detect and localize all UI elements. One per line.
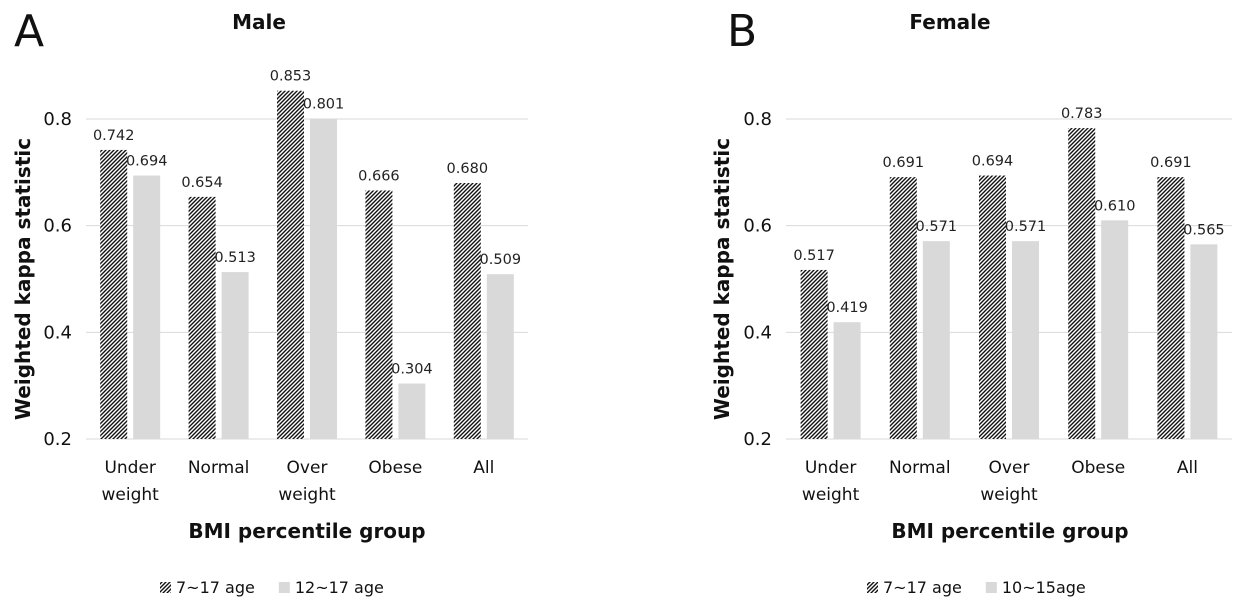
data-label: 0.691 [883, 155, 925, 171]
data-label: 0.565 [1183, 222, 1225, 238]
bar-7-17-age [453, 183, 481, 439]
data-label: 0.783 [1061, 106, 1103, 122]
x-tick-label: All [1177, 458, 1198, 478]
y-tick-label: 0.2 [43, 429, 72, 450]
x-tick-label: All [473, 458, 494, 478]
legend-swatch-12-17-age [278, 582, 290, 593]
x-tick-label: Over [989, 458, 1030, 478]
legend-swatch-7-17-age-male [160, 582, 171, 593]
chart-title: Male [232, 10, 286, 34]
legend-label: 7~17 age [883, 578, 962, 597]
legend-label: 7~17 age [176, 578, 255, 597]
bar-7-17-age [277, 90, 304, 439]
bar-7-17-age [1157, 177, 1185, 439]
panel-letter: A [14, 6, 44, 57]
data-label: 0.801 [303, 96, 345, 112]
bar-7-17-age [100, 149, 128, 439]
y-tick-label: 0.8 [743, 109, 772, 130]
data-label: 0.509 [480, 252, 522, 268]
bar-10-15age [1101, 220, 1129, 439]
bar-10-15age [922, 241, 950, 439]
data-label: 0.853 [270, 69, 312, 85]
x-tick-label: Under [104, 458, 155, 478]
legend-label: 12~17 age [295, 578, 384, 597]
x-tick-label: weight [102, 485, 160, 505]
bar-12-17-age [221, 272, 249, 439]
y-tick-label: 0.2 [743, 429, 772, 450]
bar-10-15age [833, 322, 861, 439]
y-tick-label: 0.8 [43, 109, 72, 130]
legend-swatch-10-15age [985, 582, 997, 593]
chart-title: Female [909, 10, 990, 34]
chart-panel-b: B Female 0.2 0.4 0.6 0.8 Weighted kappa statis… [710, 6, 1232, 597]
x-tick-label: Obese [1071, 458, 1125, 478]
bar-7-17-age [188, 196, 216, 439]
bar-7-17-age [1068, 128, 1096, 440]
y-tick-label: 0.4 [743, 322, 772, 343]
x-tick-label: weight [980, 485, 1038, 505]
panel-letter: B [727, 6, 757, 57]
data-label: 0.694 [126, 154, 168, 170]
data-label: 0.654 [181, 175, 223, 191]
x-tick-label: weight [278, 485, 336, 505]
x-tick-label: Over [287, 458, 328, 478]
data-label: 0.742 [93, 128, 135, 144]
bar-10-15age [1012, 241, 1039, 439]
bar-12-17-age [133, 175, 161, 440]
bar-7-17-age [889, 177, 917, 439]
x-tick-label: Normal [889, 458, 951, 478]
y-axis-title: Weighted kappa statistic [11, 138, 35, 420]
bar-7-17-age [979, 175, 1006, 440]
data-label: 0.304 [391, 362, 433, 378]
y-axis-title: Weighted kappa statistic [710, 138, 734, 420]
bar-12-17-age [486, 274, 514, 439]
legend-swatch-7-17-age-female [867, 582, 878, 593]
data-label: 0.513 [214, 250, 256, 266]
data-label: 0.691 [1150, 155, 1192, 171]
y-tick-label: 0.6 [43, 216, 72, 237]
data-label: 0.680 [447, 161, 489, 177]
x-tick-label: Normal [188, 458, 250, 478]
data-label: 0.571 [916, 219, 958, 235]
bar-7-17-age [365, 190, 393, 439]
bar-12-17-age [398, 383, 426, 439]
y-tick-label: 0.4 [43, 322, 72, 343]
data-label: 0.610 [1094, 198, 1136, 214]
y-tick-label: 0.6 [743, 216, 772, 237]
bar-7-17-age [800, 269, 828, 439]
chart-panel-a: A Male 0.2 0.4 0.6 0.8 Weighted kappa statisti… [11, 6, 528, 597]
data-label: 0.694 [972, 154, 1014, 170]
data-label: 0.666 [358, 168, 400, 184]
x-tick-label: weight [802, 485, 860, 505]
data-label: 0.571 [1005, 219, 1047, 235]
x-tick-label: Obese [368, 458, 422, 478]
x-axis-title: BMI percentile group [188, 519, 425, 543]
data-label: 0.517 [793, 248, 835, 264]
x-tick-label: Under [805, 458, 856, 478]
bar-10-15age [1190, 244, 1218, 439]
legend-label: 10~15age [1002, 578, 1086, 597]
bar-12-17-age [310, 118, 337, 439]
data-label: 0.419 [826, 300, 868, 316]
x-axis-title: BMI percentile group [891, 519, 1128, 543]
